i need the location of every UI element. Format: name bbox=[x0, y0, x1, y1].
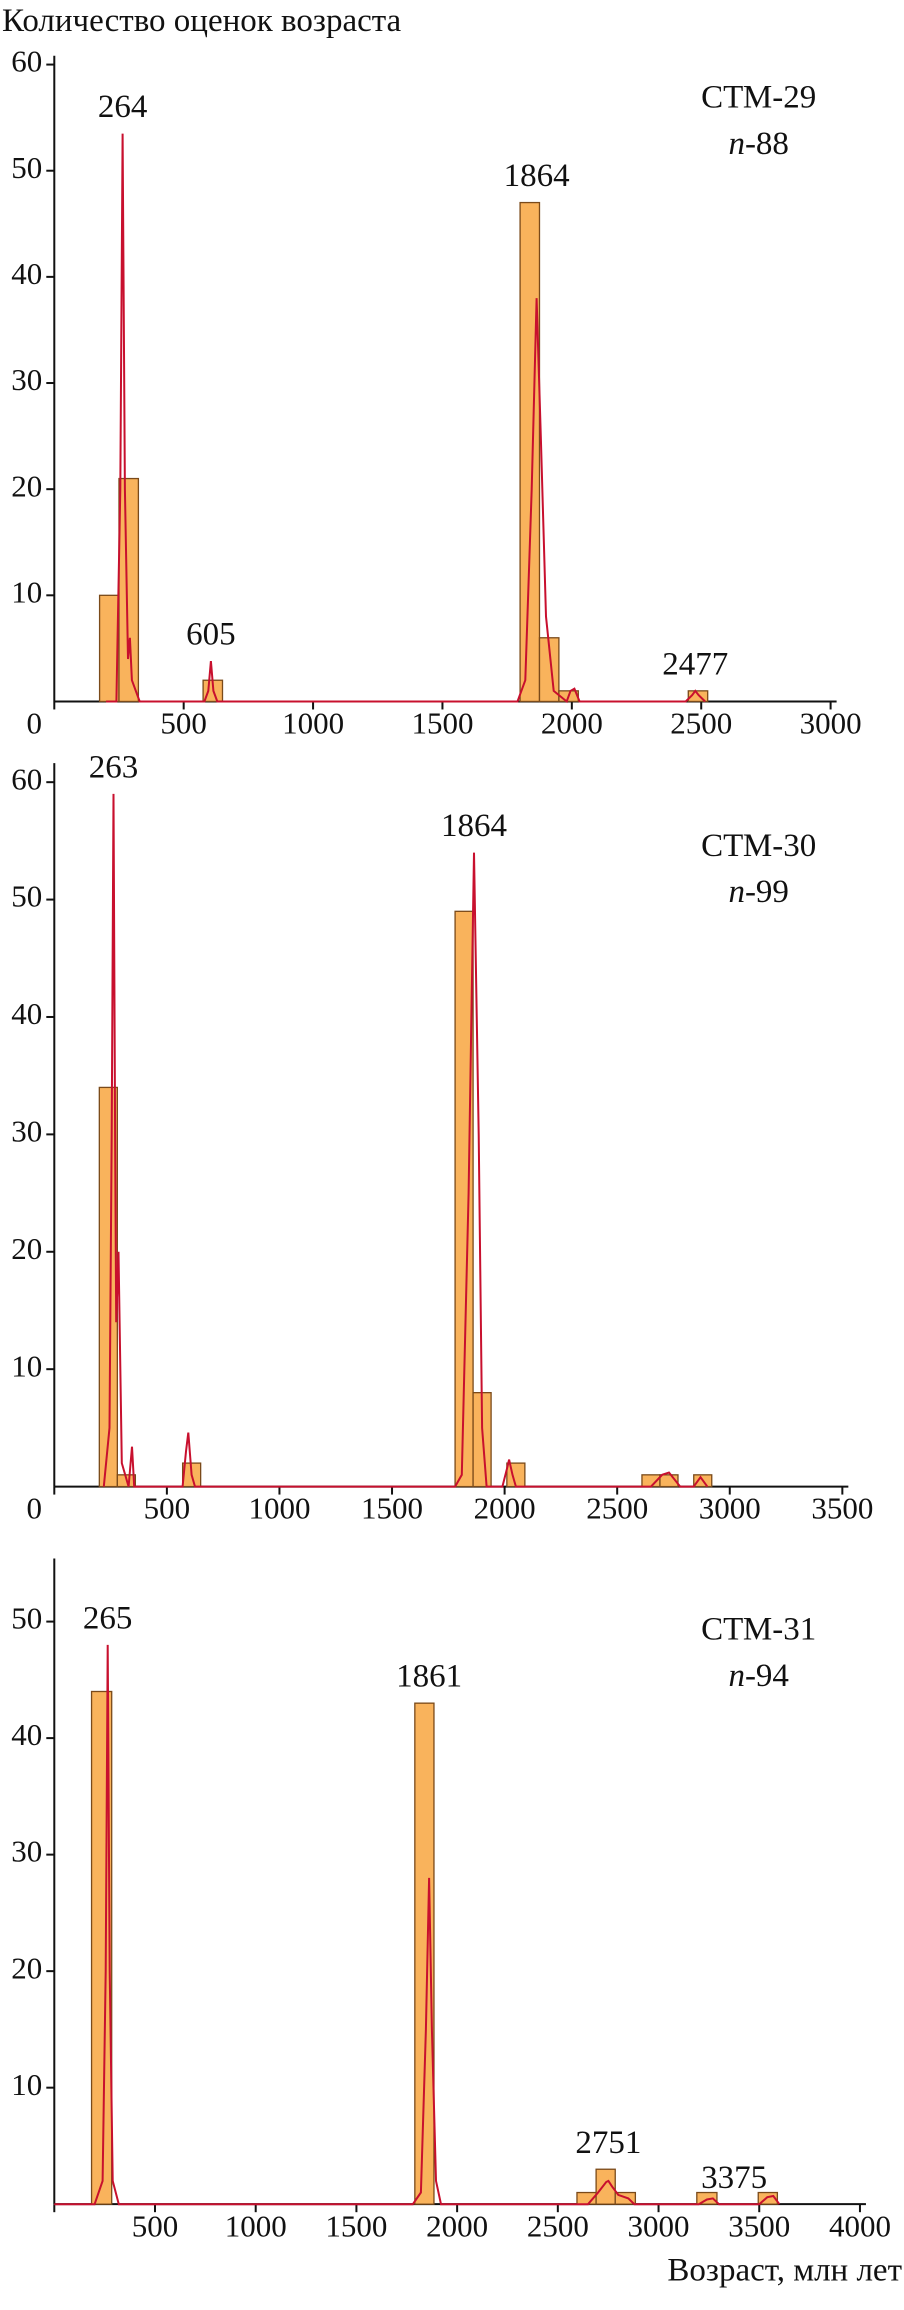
count-label: n-94 bbox=[728, 1657, 789, 1693]
peak-label: 263 bbox=[89, 749, 139, 785]
density-curve bbox=[54, 1644, 781, 2206]
y-tick-label: 60 bbox=[11, 761, 42, 796]
histogram-bar bbox=[659, 1474, 679, 1488]
histogram-bar bbox=[454, 910, 474, 1488]
count-label: n-99 bbox=[728, 874, 789, 910]
histogram-bar bbox=[696, 2191, 718, 2205]
y-tick-label: 10 bbox=[11, 2067, 42, 2102]
x-tick-label: 1500 bbox=[325, 2208, 387, 2243]
x-tick-label: 3000 bbox=[628, 2208, 690, 2243]
peak-label: 265 bbox=[83, 1600, 133, 1636]
count-symbol: n bbox=[728, 1657, 745, 1693]
x-tick-label: 3000 bbox=[699, 1491, 761, 1526]
y-tick-label: 60 bbox=[11, 44, 42, 79]
histogram-bar bbox=[519, 201, 541, 703]
y-tick-label: 50 bbox=[11, 1601, 42, 1636]
x-tick-label: 0 bbox=[27, 706, 43, 741]
x-tick-label: 2500 bbox=[527, 2208, 589, 2243]
x-tick-label: 0 bbox=[27, 1491, 43, 1526]
x-tick-label: 2500 bbox=[586, 1491, 648, 1526]
histogram-bar bbox=[595, 2168, 616, 2205]
density-curve bbox=[106, 133, 706, 704]
peak-label: 1861 bbox=[396, 1659, 462, 1695]
x-tick-label: 2000 bbox=[474, 1491, 536, 1526]
y-tick-label: 20 bbox=[11, 1950, 42, 1985]
peak-label: 1864 bbox=[441, 808, 507, 844]
count-label: n-88 bbox=[728, 125, 789, 161]
x-tick-label: 500 bbox=[132, 2208, 179, 2243]
y-axis-title: Количество оценок возраста bbox=[2, 3, 402, 39]
x-tick-label: 3000 bbox=[800, 706, 862, 741]
histogram-bar bbox=[757, 2191, 779, 2205]
y-tick-label: 40 bbox=[11, 1717, 42, 1752]
sample-label: СТМ-29 bbox=[701, 79, 816, 115]
peak-label: 264 bbox=[98, 89, 148, 125]
density-curve bbox=[102, 793, 709, 1488]
y-tick-label: 30 bbox=[11, 362, 42, 397]
peak-label: 3375 bbox=[701, 2160, 767, 2196]
y-tick-label: 40 bbox=[11, 256, 42, 291]
x-tick-label: 3500 bbox=[728, 2208, 790, 2243]
x-tick-label: 1000 bbox=[282, 706, 344, 741]
sample-label: СТМ-31 bbox=[701, 1611, 816, 1647]
count-symbol: n bbox=[728, 874, 745, 910]
sample-label: СТМ-30 bbox=[701, 828, 816, 864]
peak-label: 2477 bbox=[662, 646, 728, 682]
count-value: -88 bbox=[745, 125, 789, 161]
peak-label: 1864 bbox=[504, 158, 570, 194]
x-tick-label: 3500 bbox=[811, 1491, 873, 1526]
peak-label: 605 bbox=[186, 617, 236, 653]
y-tick-label: 20 bbox=[11, 1231, 42, 1266]
count-value: -94 bbox=[745, 1657, 789, 1693]
y-tick-label: 30 bbox=[11, 1834, 42, 1869]
y-tick-label: 20 bbox=[11, 468, 42, 503]
x-tick-label: 1000 bbox=[225, 2208, 287, 2243]
x-tick-label: 1500 bbox=[411, 706, 473, 741]
histogram-bar bbox=[118, 477, 140, 703]
x-tick-label: 2000 bbox=[426, 2208, 488, 2243]
x-axis-title: Возраст, млн лет bbox=[667, 2253, 902, 2289]
y-tick-label: 10 bbox=[11, 574, 42, 609]
x-tick-label: 1000 bbox=[248, 1491, 310, 1526]
y-tick-label: 50 bbox=[11, 879, 42, 914]
y-tick-label: 10 bbox=[11, 1348, 42, 1383]
y-tick-label: 40 bbox=[11, 996, 42, 1031]
peak-label: 2751 bbox=[575, 2125, 641, 2161]
x-tick-label: 2500 bbox=[670, 706, 732, 741]
histogram-bar bbox=[687, 690, 709, 703]
x-tick-label: 4000 bbox=[829, 2208, 891, 2243]
x-tick-label: 2000 bbox=[541, 706, 603, 741]
count-value: -99 bbox=[745, 874, 789, 910]
x-tick-label: 1500 bbox=[361, 1491, 423, 1526]
y-tick-label: 30 bbox=[11, 1113, 42, 1148]
x-tick-label: 500 bbox=[160, 706, 207, 741]
y-tick-label: 50 bbox=[11, 150, 42, 185]
histogram-bar bbox=[414, 1702, 435, 2205]
x-tick-label: 500 bbox=[144, 1491, 191, 1526]
count-symbol: n bbox=[728, 125, 745, 161]
